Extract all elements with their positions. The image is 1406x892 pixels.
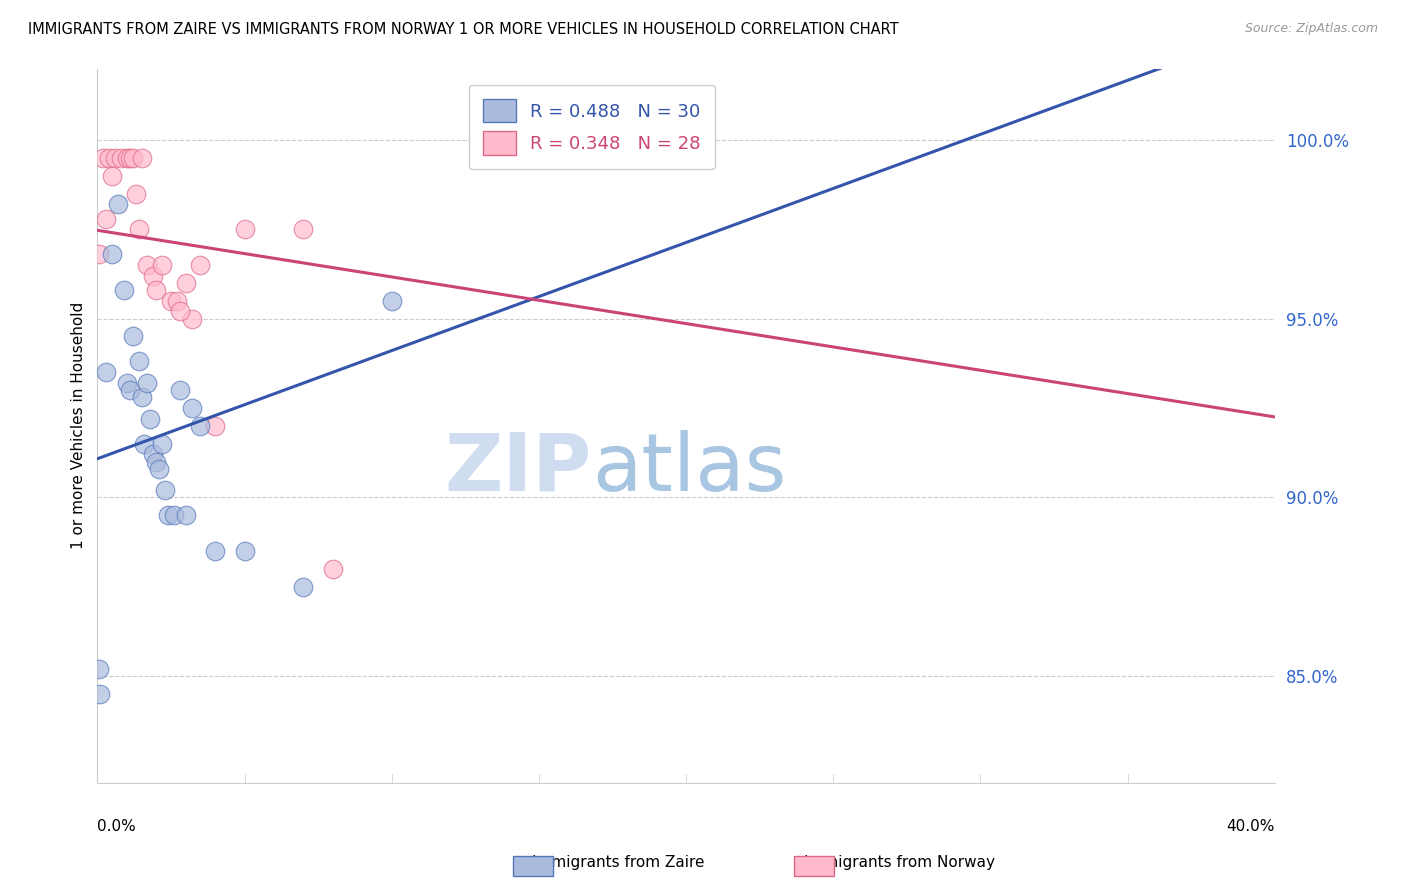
Point	[121, 151, 143, 165]
Y-axis label: 1 or more Vehicles in Household: 1 or more Vehicles in Household	[72, 302, 86, 549]
Point	[96, 211, 118, 226]
Point	[174, 276, 197, 290]
Point	[96, 365, 118, 379]
Point	[148, 461, 170, 475]
Point	[190, 258, 212, 272]
Point	[169, 304, 191, 318]
Point	[104, 151, 127, 165]
Point	[233, 544, 256, 558]
Point	[118, 151, 141, 165]
Point	[174, 508, 197, 522]
Text: Immigrants from Norway: Immigrants from Norway	[804, 855, 995, 870]
Point	[322, 562, 344, 576]
Point	[136, 376, 159, 390]
Point	[107, 197, 129, 211]
Point	[128, 354, 150, 368]
Point	[180, 401, 202, 415]
Point	[121, 329, 143, 343]
Point	[204, 544, 226, 558]
Point	[89, 687, 111, 701]
Point	[136, 258, 159, 272]
Text: atlas: atlas	[592, 430, 786, 508]
Text: IMMIGRANTS FROM ZAIRE VS IMMIGRANTS FROM NORWAY 1 OR MORE VEHICLES IN HOUSEHOLD : IMMIGRANTS FROM ZAIRE VS IMMIGRANTS FROM…	[28, 22, 898, 37]
Point	[139, 411, 162, 425]
Point	[124, 186, 146, 201]
Point	[87, 247, 110, 261]
Point	[675, 151, 697, 165]
Point	[180, 311, 202, 326]
Point	[142, 268, 165, 283]
Point	[153, 483, 176, 497]
Point	[292, 580, 315, 594]
Point	[156, 508, 179, 522]
Text: ZIP: ZIP	[444, 430, 592, 508]
Point	[98, 151, 121, 165]
Point	[169, 383, 191, 397]
Point	[233, 222, 256, 236]
Point	[160, 293, 183, 308]
Text: Source: ZipAtlas.com: Source: ZipAtlas.com	[1244, 22, 1378, 36]
Point	[145, 283, 167, 297]
Point	[112, 283, 135, 297]
Point	[134, 436, 156, 450]
Point	[87, 662, 110, 676]
Point	[150, 258, 173, 272]
Text: 40.0%: 40.0%	[1226, 819, 1275, 834]
Point	[190, 418, 212, 433]
Point	[163, 508, 186, 522]
Point	[115, 376, 138, 390]
Text: 0.0%: 0.0%	[97, 819, 136, 834]
Point	[150, 436, 173, 450]
Point	[115, 151, 138, 165]
Point	[292, 222, 315, 236]
Text: Immigrants from Zaire: Immigrants from Zaire	[533, 855, 704, 870]
Legend: R = 0.488   N = 30, R = 0.348   N = 28: R = 0.488 N = 30, R = 0.348 N = 28	[468, 85, 716, 169]
Point	[101, 247, 124, 261]
Point	[142, 447, 165, 461]
Point	[131, 151, 153, 165]
Point	[381, 293, 404, 308]
Point	[145, 454, 167, 468]
Point	[675, 133, 697, 147]
Point	[91, 151, 114, 165]
Point	[101, 169, 124, 183]
Point	[131, 390, 153, 404]
Point	[128, 222, 150, 236]
Point	[118, 383, 141, 397]
Point	[110, 151, 132, 165]
Point	[166, 293, 188, 308]
Point	[204, 418, 226, 433]
